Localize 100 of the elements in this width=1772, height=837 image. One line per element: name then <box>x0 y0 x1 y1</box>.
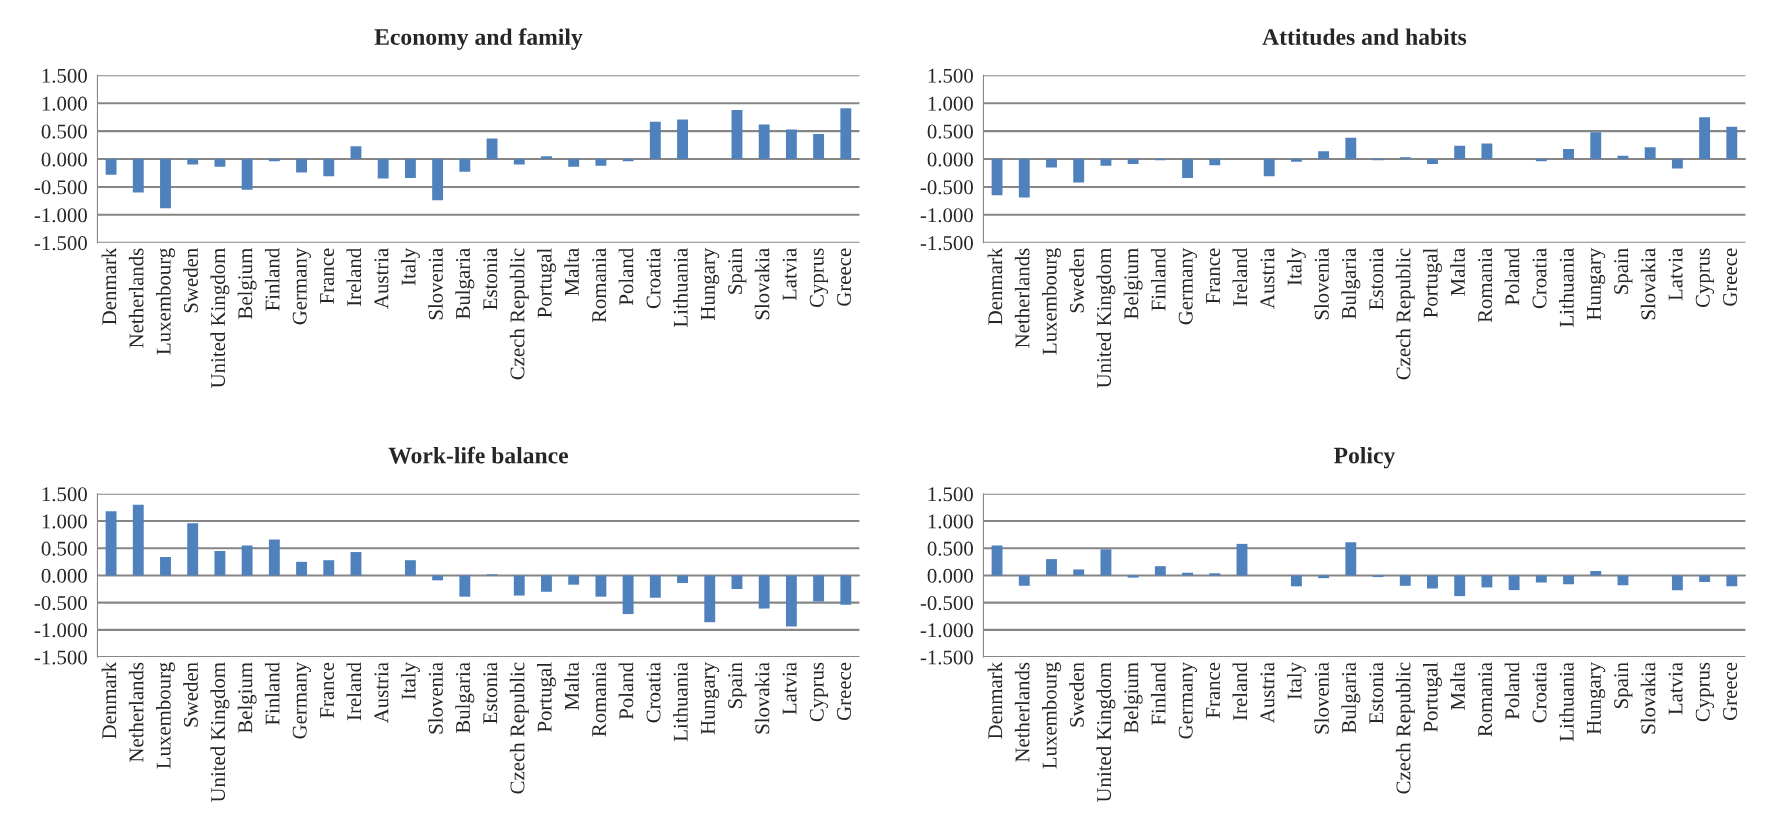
x-tick-label: Estonia <box>483 662 498 724</box>
bar <box>377 159 389 179</box>
x-tick-label: Spain <box>728 248 747 294</box>
y-tick-label: 0.000 <box>41 152 87 167</box>
x-tick-label: Austria <box>1260 248 1275 309</box>
bar <box>541 575 552 592</box>
y-tick-label: 1.000 <box>42 96 87 111</box>
bar <box>296 159 307 173</box>
y-tick-label: -1.000 <box>34 623 87 638</box>
bar <box>432 575 444 581</box>
bar <box>1726 126 1738 160</box>
x-tick-label: Luxembourg <box>1042 248 1061 355</box>
bar <box>459 159 471 172</box>
x-tick-label: Lithuania <box>673 248 688 327</box>
bar <box>323 159 335 177</box>
bar <box>1046 559 1057 576</box>
x-tick-label: Austria <box>374 662 389 724</box>
x-tick-label: Greece <box>1723 248 1738 306</box>
bar <box>1590 132 1602 160</box>
bar <box>132 504 144 576</box>
x-tick-label: Finland <box>264 248 280 311</box>
bar <box>568 575 580 585</box>
x-tick-label: Latvia <box>1668 248 1683 301</box>
bar <box>1073 569 1085 576</box>
bar <box>459 575 471 597</box>
x-tick-label: Denmark <box>987 247 1003 325</box>
bar <box>105 511 117 576</box>
bar <box>649 121 661 160</box>
x-tick-label: Romania <box>592 248 607 323</box>
x-tick-label: Slovenia <box>428 662 443 734</box>
x-tick-label: Slovakia <box>1640 248 1656 320</box>
bar <box>350 146 362 160</box>
bar <box>704 575 716 623</box>
bar <box>840 108 852 160</box>
x-tick-label: Slovenia <box>1314 662 1329 734</box>
y-tick-label: -1.500 <box>34 236 87 251</box>
x-tick-label: Latvia <box>782 248 797 301</box>
x-tick-label: Czech Republic <box>1395 662 1415 794</box>
x-tick-label: Portugal <box>537 662 556 732</box>
x-tick-label: France <box>320 248 334 304</box>
y-tick-label: 1.000 <box>42 514 87 529</box>
x-tick-label: Germany <box>1178 662 1197 739</box>
y-tick-label: 0.000 <box>927 568 973 583</box>
x-tick-label: Denmark <box>987 661 1003 739</box>
x-tick-label: Germany <box>292 662 311 739</box>
bar <box>187 159 199 165</box>
bar <box>1617 575 1629 586</box>
x-tick-label: Italy <box>400 662 420 700</box>
y-tick-label: -0.500 <box>34 180 87 195</box>
x-tick-label: Croatia <box>1532 248 1547 309</box>
x-tick-label: Hungary <box>701 247 720 321</box>
x-tick-label: Sweden <box>183 662 198 727</box>
bar <box>1481 575 1493 588</box>
bar <box>1127 575 1139 578</box>
bar <box>513 575 525 596</box>
y-tick-label: 0.000 <box>927 152 973 167</box>
x-tick-label: Portugal <box>537 248 556 318</box>
x-tick-label: Slovakia <box>754 248 770 320</box>
x-tick-label: Hungary <box>1587 247 1606 321</box>
bar <box>268 539 280 576</box>
bar <box>813 133 825 160</box>
x-tick-label: France <box>1206 248 1220 304</box>
bar <box>677 119 688 160</box>
y-tick-label: -1.000 <box>920 208 973 223</box>
bar <box>840 575 852 605</box>
x-tick-label: Cyprus <box>1695 248 1715 308</box>
x-tick-label: Luxembourg <box>1042 662 1061 769</box>
x-tick-label: Spain <box>1614 248 1633 294</box>
bar <box>785 575 797 627</box>
x-tick-label: Slovenia <box>428 248 443 320</box>
bar <box>1563 148 1574 160</box>
bar <box>513 159 525 165</box>
bar <box>1590 571 1602 576</box>
x-tick-label: Netherlands <box>128 248 144 348</box>
x-tick-label: Poland <box>1504 248 1520 306</box>
x-tick-label: Belgium <box>237 248 257 319</box>
bar <box>1182 159 1193 178</box>
x-tick-label: Bulgaria <box>455 662 475 734</box>
bar <box>1671 575 1683 591</box>
bar <box>241 159 253 190</box>
x-tick-label: Belgium <box>1123 662 1143 734</box>
x-tick-label: Ireland <box>346 248 362 306</box>
chart-title: Attitudes and habits <box>1262 28 1467 46</box>
x-tick-label: Latvia <box>1668 662 1683 715</box>
bar <box>1345 542 1357 576</box>
x-tick-label: Estonia <box>1369 662 1384 724</box>
chart-title: Economy and family <box>374 28 583 50</box>
chart-title: Work-life balance <box>388 446 569 464</box>
bar <box>1454 145 1466 160</box>
x-tick-label: Slovakia <box>754 662 770 734</box>
bar <box>649 575 661 598</box>
y-tick-label: 1.500 <box>928 68 973 83</box>
bar <box>622 159 634 162</box>
x-tick-label: Germany <box>292 247 311 325</box>
bar <box>758 575 770 609</box>
x-tick-label: Denmark <box>101 661 117 739</box>
bar <box>1508 575 1520 591</box>
bar <box>132 159 144 193</box>
bar <box>1100 159 1112 166</box>
bar <box>432 159 444 201</box>
